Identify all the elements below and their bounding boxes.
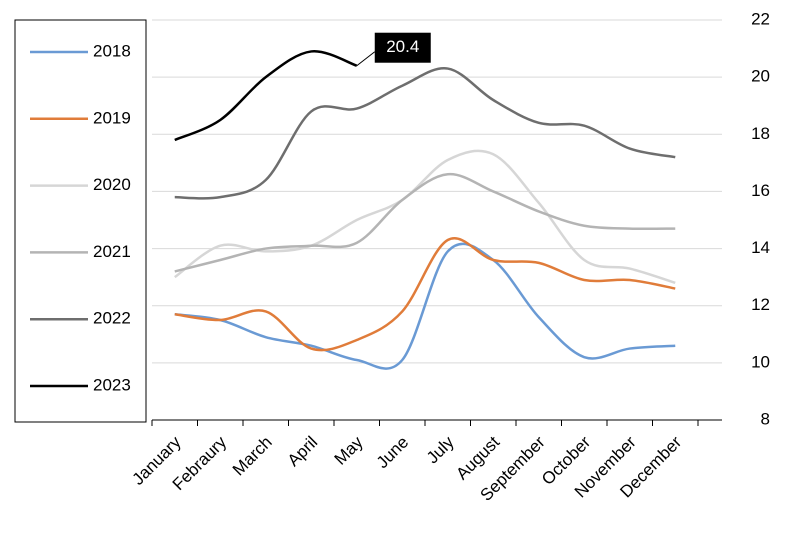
y-tick-label: 8 (761, 409, 770, 428)
legend-label: 2020 (93, 175, 131, 194)
legend-label: 2022 (93, 309, 131, 328)
y-tick-label: 12 (751, 295, 770, 314)
y-tick-label: 16 (751, 181, 770, 200)
series-line (174, 237, 676, 352)
series-line (174, 50, 358, 142)
y-tick-label: 14 (751, 238, 770, 257)
y-tick-label: 22 (751, 9, 770, 28)
series-line (174, 67, 676, 200)
y-tick-label: 18 (751, 124, 770, 143)
label-box (374, 32, 431, 63)
label-leader (356, 51, 376, 67)
series-line (174, 173, 676, 273)
legend-label: 2018 (93, 41, 131, 60)
series-line (174, 242, 676, 370)
y-tick-label: 20 (751, 67, 770, 86)
legend-box (14, 19, 147, 423)
x-tick-label: April (284, 433, 321, 470)
legend-label: 2023 (93, 375, 131, 394)
legend-label: 2019 (93, 108, 131, 127)
x-tick-label: June (373, 433, 413, 473)
data-label: 20.4 (386, 37, 419, 56)
series-line (174, 149, 676, 285)
y-tick-label: 10 (751, 352, 770, 371)
x-tick-label: March (229, 433, 276, 480)
x-tick-label: July (423, 432, 458, 467)
x-tick-label: May (331, 432, 367, 468)
legend-label: 2021 (93, 242, 131, 261)
